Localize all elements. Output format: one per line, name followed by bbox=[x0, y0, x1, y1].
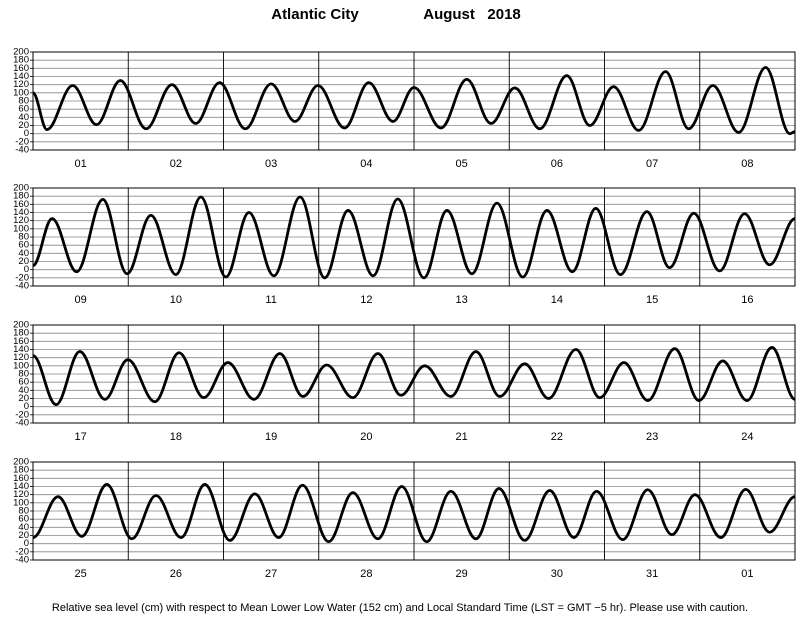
day-label: 31 bbox=[646, 568, 658, 580]
day-label: 28 bbox=[360, 568, 372, 580]
day-label: 02 bbox=[170, 158, 182, 170]
y-tick-label: 140 bbox=[13, 207, 29, 218]
y-tick-label: 140 bbox=[13, 344, 29, 355]
tide-line bbox=[31, 66, 796, 136]
panel-frame bbox=[32, 461, 796, 561]
y-tick-label: 60 bbox=[18, 104, 29, 115]
y-tick-label: 20 bbox=[18, 256, 29, 267]
y-tick-label: 100 bbox=[13, 87, 29, 98]
y-tick-label: 40 bbox=[18, 522, 29, 533]
y-tick-label: 200 bbox=[13, 457, 29, 468]
y-tick-label: -20 bbox=[15, 272, 29, 283]
day-label: 20 bbox=[360, 431, 372, 443]
y-tick-label: 180 bbox=[13, 55, 29, 66]
y-tick-label: 180 bbox=[13, 465, 29, 476]
y-tick-label: 180 bbox=[13, 191, 29, 202]
y-tick-label: 80 bbox=[18, 232, 29, 243]
day-label: 16 bbox=[741, 294, 753, 306]
day-label: 01 bbox=[741, 568, 753, 580]
panel-frame bbox=[32, 187, 796, 287]
tide-line bbox=[32, 346, 796, 407]
y-tick-label: 100 bbox=[13, 497, 29, 508]
day-label: 21 bbox=[456, 431, 468, 443]
y-tick-label: 120 bbox=[13, 79, 29, 90]
day-label: 11 bbox=[265, 294, 276, 306]
day-label: 22 bbox=[551, 431, 563, 443]
day-label: 23 bbox=[646, 431, 658, 443]
day-label: 17 bbox=[75, 431, 87, 443]
day-label: 08 bbox=[741, 158, 753, 170]
y-tick-label: -40 bbox=[15, 145, 29, 156]
y-tick-label: 0 bbox=[24, 401, 29, 412]
day-label: 27 bbox=[265, 568, 277, 580]
y-tick-label: 40 bbox=[18, 112, 29, 123]
day-label: 26 bbox=[170, 568, 182, 580]
day-label: 29 bbox=[456, 568, 468, 580]
day-label: 01 bbox=[75, 158, 87, 170]
day-label: 18 bbox=[170, 431, 182, 443]
y-tick-label: 100 bbox=[13, 223, 29, 234]
day-label: 30 bbox=[551, 568, 563, 580]
y-tick-label: 180 bbox=[13, 328, 29, 339]
y-tick-label: -20 bbox=[15, 546, 29, 557]
y-tick-label: 120 bbox=[13, 215, 29, 226]
day-label: 19 bbox=[265, 431, 277, 443]
day-label: 10 bbox=[170, 294, 182, 306]
panel-frame bbox=[32, 51, 796, 151]
date-title: August 2018 bbox=[423, 6, 521, 23]
y-tick-label: 160 bbox=[13, 63, 29, 74]
y-tick-label: -20 bbox=[15, 409, 29, 420]
day-label: 14 bbox=[551, 294, 563, 306]
day-label: 24 bbox=[741, 431, 753, 443]
y-tick-label: 20 bbox=[18, 120, 29, 131]
y-tick-label: 60 bbox=[18, 240, 29, 251]
day-label: 09 bbox=[75, 294, 87, 306]
day-label: 05 bbox=[456, 158, 468, 170]
footnote: Relative sea level (cm) with respect to … bbox=[52, 602, 748, 614]
day-label: 03 bbox=[265, 158, 277, 170]
y-tick-label: 200 bbox=[13, 47, 29, 58]
y-tick-label: 0 bbox=[24, 128, 29, 139]
y-tick-label: -40 bbox=[15, 418, 29, 429]
y-tick-label: 80 bbox=[18, 96, 29, 107]
y-tick-label: 140 bbox=[13, 71, 29, 82]
y-tick-label: -40 bbox=[15, 555, 29, 566]
day-label: 04 bbox=[360, 158, 372, 170]
y-tick-label: 120 bbox=[13, 489, 29, 500]
day-label: 15 bbox=[646, 294, 658, 306]
panel-frame bbox=[32, 324, 796, 424]
y-tick-label: 80 bbox=[18, 369, 29, 380]
y-tick-label: 60 bbox=[18, 514, 29, 525]
location-title: Atlantic City bbox=[271, 6, 359, 23]
tide-line bbox=[31, 195, 796, 280]
y-tick-label: 140 bbox=[13, 481, 29, 492]
y-tick-label: -20 bbox=[15, 136, 29, 147]
y-tick-label: 160 bbox=[13, 336, 29, 347]
y-tick-label: 100 bbox=[13, 360, 29, 371]
y-tick-label: -40 bbox=[15, 281, 29, 292]
y-tick-label: 160 bbox=[13, 473, 29, 484]
y-tick-label: 0 bbox=[24, 264, 29, 275]
day-label: 25 bbox=[75, 568, 87, 580]
y-tick-label: 0 bbox=[24, 538, 29, 549]
y-tick-label: 60 bbox=[18, 377, 29, 388]
y-tick-label: 160 bbox=[13, 199, 29, 210]
day-label: 06 bbox=[551, 158, 563, 170]
day-label: 13 bbox=[456, 294, 468, 306]
y-tick-label: 40 bbox=[18, 248, 29, 259]
y-tick-label: 40 bbox=[18, 385, 29, 396]
y-tick-label: 80 bbox=[18, 506, 29, 517]
y-tick-label: 200 bbox=[13, 183, 29, 194]
y-tick-label: 20 bbox=[18, 393, 29, 404]
day-label: 12 bbox=[360, 294, 372, 306]
y-tick-label: 200 bbox=[13, 320, 29, 331]
tide-line bbox=[32, 483, 796, 544]
y-tick-label: 120 bbox=[13, 352, 29, 363]
y-tick-label: 20 bbox=[18, 530, 29, 541]
day-label: 07 bbox=[646, 158, 658, 170]
